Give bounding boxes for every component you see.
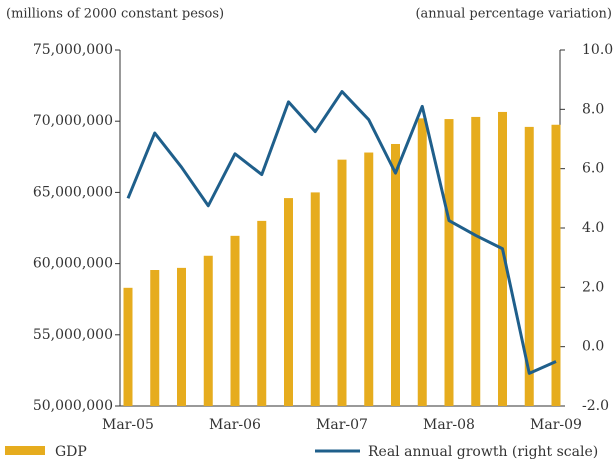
y2-tick-label: 0.0: [582, 339, 604, 355]
y-axis-title: (millions of 2000 constant pesos): [6, 7, 224, 22]
bar: [444, 119, 454, 407]
y-tick-label: 70,000,000: [33, 113, 113, 129]
legend-label: Real annual growth (right scale): [368, 444, 598, 460]
bar: [337, 159, 347, 406]
bar: [123, 287, 133, 406]
x-tick-label: Mar-07: [316, 417, 368, 433]
y-tick-label: 50,000,000: [33, 398, 113, 414]
bar: [203, 255, 213, 406]
y-tick-label: 55,000,000: [33, 327, 113, 343]
y2-tick-label: -2.0: [582, 398, 609, 414]
bar: [257, 220, 267, 406]
y-tick-label: 75,000,000: [33, 42, 113, 58]
bar: [177, 267, 186, 406]
bar: [524, 126, 534, 407]
bar: [417, 118, 427, 407]
y2-tick-label: 6.0: [582, 161, 604, 177]
bar: [230, 235, 240, 406]
bar: [310, 192, 320, 406]
y2-tick-label: 10.0: [582, 42, 613, 58]
bar: [498, 111, 507, 406]
legend-swatch: [5, 446, 45, 455]
bar: [471, 116, 481, 406]
y2-tick-label: 2.0: [582, 279, 604, 295]
x-tick-label: Mar-06: [209, 417, 261, 433]
x-tick-label: Mar-08: [423, 417, 475, 433]
line: [126, 90, 557, 375]
y2-tick-label: 8.0: [582, 101, 604, 117]
y-tick-label: 65,000,000: [33, 184, 113, 200]
x-tick-label: Mar-09: [530, 417, 582, 433]
legend-label: GDP: [55, 444, 87, 460]
y2-tick-label: 4.0: [582, 220, 604, 236]
x-tick-label: Mar-05: [102, 417, 154, 433]
bar: [284, 198, 293, 406]
y2-axis-title: (annual percentage variation): [415, 7, 612, 22]
y-tick-label: 60,000,000: [33, 256, 113, 272]
bar: [364, 152, 374, 406]
bar: [391, 143, 400, 406]
bar: [150, 270, 160, 406]
bar: [551, 124, 561, 406]
